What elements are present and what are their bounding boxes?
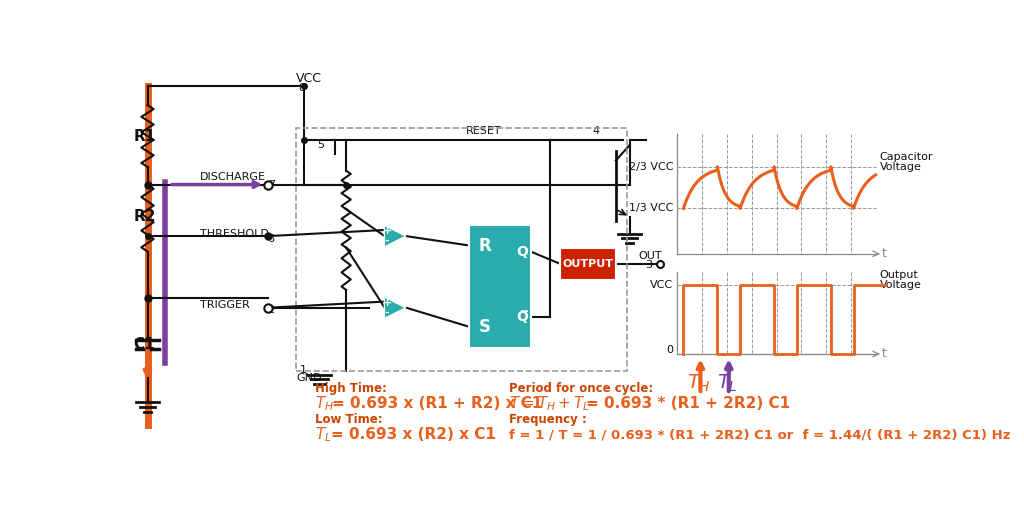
Text: VCC: VCC bbox=[650, 280, 674, 290]
Text: OUTPUT: OUTPUT bbox=[562, 259, 613, 269]
Text: 5: 5 bbox=[316, 139, 324, 149]
Bar bbox=[560, 248, 615, 280]
Text: Q̅: Q̅ bbox=[516, 310, 527, 324]
Text: DISCHARGE: DISCHARGE bbox=[200, 172, 266, 182]
Text: Voltage: Voltage bbox=[880, 162, 922, 172]
Text: 4: 4 bbox=[593, 126, 600, 136]
Text: RESET: RESET bbox=[466, 126, 501, 136]
Text: 8: 8 bbox=[298, 83, 305, 93]
Text: 0: 0 bbox=[667, 345, 674, 355]
Text: 6: 6 bbox=[267, 234, 274, 244]
Text: Low Time:: Low Time: bbox=[315, 413, 383, 426]
Text: +: + bbox=[383, 298, 392, 308]
Text: f = 1 / T = 1 / 0.693 * (R1 + 2R2) C1 or  f = 1.44/( (R1 + 2R2) C1) Hz: f = 1 / T = 1 / 0.693 * (R1 + 2R2) C1 or… bbox=[509, 428, 1011, 441]
Text: = 0.693 x (R2) x C1: = 0.693 x (R2) x C1 bbox=[331, 427, 496, 442]
Text: Frequency :: Frequency : bbox=[509, 413, 587, 426]
Text: -: - bbox=[385, 308, 389, 318]
Text: 2: 2 bbox=[267, 305, 274, 315]
Text: THRESHOLD: THRESHOLD bbox=[200, 229, 268, 239]
Text: R2: R2 bbox=[134, 210, 156, 224]
Text: = 0.693 * (R1 + 2R2) C1: = 0.693 * (R1 + 2R2) C1 bbox=[587, 397, 791, 411]
Text: OUT: OUT bbox=[639, 251, 663, 261]
Text: TRIGGER: TRIGGER bbox=[200, 300, 250, 310]
Text: +: + bbox=[383, 226, 392, 236]
Text: Voltage: Voltage bbox=[880, 280, 922, 290]
Text: C1: C1 bbox=[134, 337, 156, 352]
Text: R: R bbox=[478, 236, 492, 255]
Text: High Time:: High Time: bbox=[315, 382, 387, 395]
Text: S: S bbox=[478, 318, 490, 336]
Bar bbox=[469, 225, 531, 348]
Text: t: t bbox=[882, 347, 887, 361]
Text: 3: 3 bbox=[645, 260, 652, 270]
Bar bbox=[296, 128, 628, 371]
Polygon shape bbox=[384, 297, 406, 319]
Text: $T_H$: $T_H$ bbox=[315, 395, 335, 413]
Text: = 0.693 x (R1 + R2) x C1: = 0.693 x (R1 + R2) x C1 bbox=[333, 397, 543, 411]
Text: VCC: VCC bbox=[296, 72, 323, 85]
Text: Period for once cycle:: Period for once cycle: bbox=[509, 382, 653, 395]
Text: Output: Output bbox=[880, 270, 919, 280]
Polygon shape bbox=[384, 225, 406, 247]
Text: $T = T_H + T_L$: $T = T_H + T_L$ bbox=[509, 395, 591, 413]
Text: R1: R1 bbox=[134, 128, 156, 144]
Text: GND: GND bbox=[296, 373, 322, 383]
Text: $T_L$: $T_L$ bbox=[717, 373, 737, 394]
Text: Q: Q bbox=[516, 245, 527, 259]
Text: t: t bbox=[882, 247, 887, 260]
Text: -: - bbox=[385, 236, 389, 246]
Text: 1/3 VCC: 1/3 VCC bbox=[629, 203, 674, 213]
Text: 2/3 VCC: 2/3 VCC bbox=[629, 162, 674, 172]
Text: 7: 7 bbox=[267, 180, 274, 190]
Text: Capacitor: Capacitor bbox=[880, 152, 933, 162]
Text: $T_H$: $T_H$ bbox=[687, 373, 711, 394]
Text: $T_L$: $T_L$ bbox=[315, 425, 332, 444]
Text: 1: 1 bbox=[300, 365, 307, 375]
